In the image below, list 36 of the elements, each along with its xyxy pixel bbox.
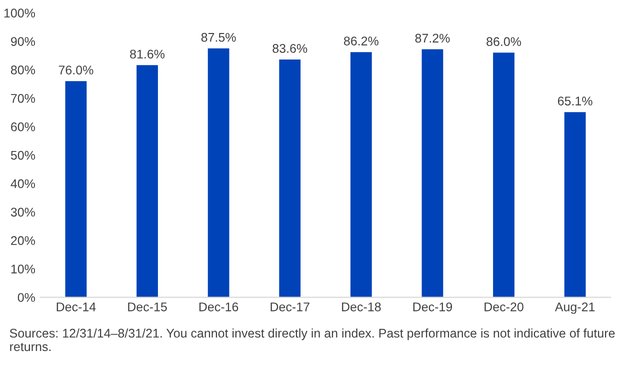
data-label: 86.2%: [344, 36, 378, 46]
y-tick-label: 30%: [10, 208, 35, 217]
x-tick-label: Aug-21: [554, 302, 595, 314]
y-tick-label: 80%: [10, 66, 35, 74]
y-tick-label: 100%: [4, 8, 35, 18]
bar: [564, 112, 586, 298]
data-label: 87.2%: [415, 34, 450, 43]
bar: [422, 49, 444, 298]
x-tick-label: Dec-20: [484, 302, 524, 312]
x-tick-label: Dec-14: [56, 302, 96, 312]
bar: [136, 65, 158, 298]
bar: [65, 81, 87, 298]
bar: [350, 52, 372, 298]
y-tick-label: 40%: [10, 179, 35, 188]
data-label: 81.6%: [130, 50, 165, 59]
y-tick-label: 60%: [11, 122, 35, 132]
data-label: 65.1%: [558, 96, 592, 106]
bar: [493, 52, 514, 298]
y-tick-label: 90%: [11, 37, 35, 46]
data-label: 76.0%: [58, 66, 94, 74]
y-tick-label: 20%: [11, 236, 35, 246]
source-note: Sources: 12/31/14–8/31/21. You cannot invest directly in an index. Past performance is not indicative of future returns.: [10, 328, 615, 352]
x-tick-label: Dec-15: [128, 302, 167, 312]
y-tick-label: 70%: [11, 94, 35, 103]
y-tick-label: 50%: [10, 150, 35, 160]
bar: [279, 59, 301, 298]
x-tick-label: Dec-17: [270, 302, 310, 312]
x-tick-label: Dec-19: [413, 302, 452, 312]
bar: [208, 48, 230, 298]
data-label: 86.0%: [486, 37, 522, 46]
x-tick-label: Dec-16: [199, 302, 238, 312]
x-tick-label: Dec-18: [342, 302, 381, 312]
y-tick-label: 10%: [11, 264, 35, 274]
data-label: 83.6%: [272, 44, 308, 53]
y-tick-label: 0%: [18, 293, 35, 302]
data-label: 87.5%: [201, 32, 236, 42]
